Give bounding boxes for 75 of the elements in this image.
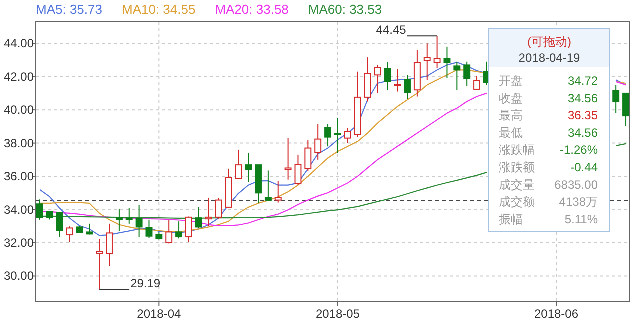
candlestick xyxy=(394,69,402,92)
candlestick xyxy=(364,57,372,102)
candlestick xyxy=(215,197,222,220)
candlestick xyxy=(176,221,183,240)
candlestick xyxy=(166,219,173,244)
candlestick xyxy=(384,62,392,91)
candlestick xyxy=(205,197,212,228)
candlestick xyxy=(136,204,143,238)
annotation: 振幅 xyxy=(499,212,523,226)
x-tick-label: 2018-05 xyxy=(316,307,360,321)
candlestick xyxy=(235,149,242,180)
candlestick xyxy=(274,180,282,204)
candlestick xyxy=(116,208,123,232)
y-tick-label: 44.00 xyxy=(4,36,34,51)
candlestick xyxy=(284,138,292,180)
annotation: -0.44 xyxy=(570,160,598,174)
candlestick xyxy=(66,226,74,243)
candlestick xyxy=(374,64,382,94)
y-tick-label: 36.00 xyxy=(4,170,34,184)
y-tick-label: 34.00 xyxy=(4,202,34,217)
annotation: 开盘 xyxy=(499,74,523,88)
candlestick xyxy=(454,61,461,91)
candlestick xyxy=(106,223,113,267)
annotation: 44.45 xyxy=(376,23,407,38)
annotation: 成交额 xyxy=(499,195,535,210)
annotation: 成交量 xyxy=(499,178,535,192)
candlestick xyxy=(612,84,620,114)
candlestick xyxy=(334,118,342,154)
candlestick xyxy=(424,43,431,81)
annotation: -1.26% xyxy=(560,143,598,158)
candlestick xyxy=(474,76,481,91)
annotation: 最低 xyxy=(499,126,523,140)
annotation: 34.72 xyxy=(568,74,598,88)
annotation: 6835.00 xyxy=(554,178,598,192)
text: MA60: 33.53 xyxy=(308,2,382,17)
candlestick xyxy=(96,238,104,290)
annotation: 34.56 xyxy=(568,91,598,106)
candlestick xyxy=(294,154,302,186)
y-tick-label: 42.00 xyxy=(4,70,34,84)
y-tick-label: 32.00 xyxy=(4,236,34,250)
annotation: 36.35 xyxy=(568,108,598,123)
annotation: 涨跌额 xyxy=(499,160,535,174)
annotation: 收盘 xyxy=(499,91,523,106)
annotation: 34.56 xyxy=(568,126,598,140)
candlestick xyxy=(146,219,153,239)
y-tick-label: 30.00 xyxy=(4,269,34,284)
annotation: 29.19 xyxy=(130,276,161,291)
candlestick xyxy=(434,36,441,70)
annotation: 4138万 xyxy=(559,195,598,210)
text: MA20: 33.58 xyxy=(215,2,289,17)
text: MA10: 34.55 xyxy=(122,2,196,17)
candlestick xyxy=(464,61,471,87)
annotation: 最高 xyxy=(499,108,523,123)
annotation: 2018-04-19 xyxy=(518,51,581,65)
y-tick-label: 40.00 xyxy=(4,103,34,118)
candlestick xyxy=(344,128,352,144)
candlestick xyxy=(245,152,252,183)
annotation: 涨跌幅 xyxy=(499,143,535,158)
candlestick xyxy=(185,216,192,243)
x-tick-label: 2018-06 xyxy=(534,307,579,321)
candlestick xyxy=(324,124,332,148)
annotation: 5.11% xyxy=(564,212,598,226)
candlestick xyxy=(304,139,312,172)
candlestick xyxy=(195,206,202,229)
x-tick-label: 2018-04 xyxy=(137,307,182,321)
y-tick-label: 38.00 xyxy=(4,136,34,150)
annotation: (可拖动) xyxy=(528,35,572,49)
candlestick xyxy=(314,124,322,160)
candlestick xyxy=(622,92,630,127)
text: MA5: 35.73 xyxy=(36,2,102,17)
candlestick xyxy=(126,208,133,224)
candlestick xyxy=(444,46,451,79)
candlestick xyxy=(56,212,64,238)
candlestick xyxy=(404,74,411,100)
candlestick xyxy=(264,170,272,201)
